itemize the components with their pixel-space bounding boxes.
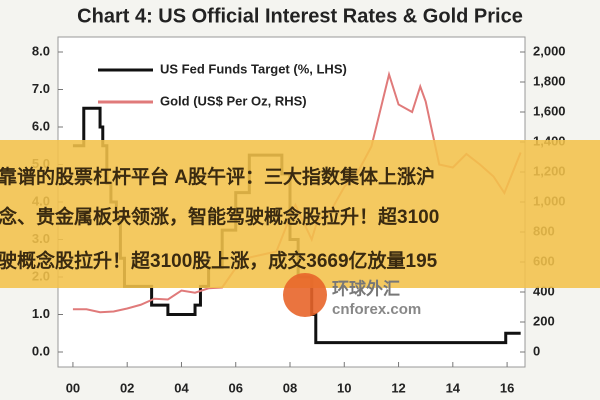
headline: 念、贵金属板块领涨，智能驾驶概念股拉升！超3100 <box>0 205 439 228</box>
chart-title: Chart 4: US Official Interest Rates & Go… <box>77 5 523 27</box>
x-tick-label: 10 <box>337 380 351 395</box>
x-tick-label: 12 <box>391 380 405 395</box>
headline-band <box>0 140 600 288</box>
y2-tick-label: 1,800 <box>533 73 566 88</box>
y2-tick-label: 1,600 <box>533 103 566 118</box>
overlay: 靠谱的股票杠杆平台 A股午评：三大指数集体上涨沪 念、贵金属板块领涨，智能驾驶概… <box>0 140 600 318</box>
legend-label: Gold (US$ Per Oz, RHS) <box>160 93 307 108</box>
headline: 靠谱的股票杠杆平台 A股午评：三大指数集体上涨沪 <box>0 165 435 188</box>
watermark: 环球外汇 <box>332 278 400 298</box>
y-tick-label: 0.0 <box>32 343 50 358</box>
x-tick-label: 00 <box>66 380 80 395</box>
watermark-logo <box>283 273 327 317</box>
x-tick-label: 16 <box>500 380 514 395</box>
y-tick-label: 8.0 <box>32 43 50 58</box>
x-tick-label: 14 <box>446 380 461 395</box>
y2-tick-label: 200 <box>533 313 555 328</box>
x-tick-label: 02 <box>120 380 134 395</box>
y2-tick-label: 2,000 <box>533 43 566 58</box>
x-tick-label: 06 <box>229 380 243 395</box>
x-tick-label: 08 <box>283 380 297 395</box>
y-tick-label: 7.0 <box>32 81 50 96</box>
y-tick-label: 6.0 <box>32 118 50 133</box>
x-tick-label: 04 <box>174 380 189 395</box>
headline: 驶概念股拉升！超3100股上涨，成交3669亿放量195 <box>0 249 438 272</box>
legend-label: US Fed Funds Target (%, LHS) <box>160 61 347 76</box>
watermark-url: cnforex.com <box>332 301 421 318</box>
y-tick-label: 1.0 <box>32 306 50 321</box>
y2-tick-label: 0 <box>533 343 540 358</box>
